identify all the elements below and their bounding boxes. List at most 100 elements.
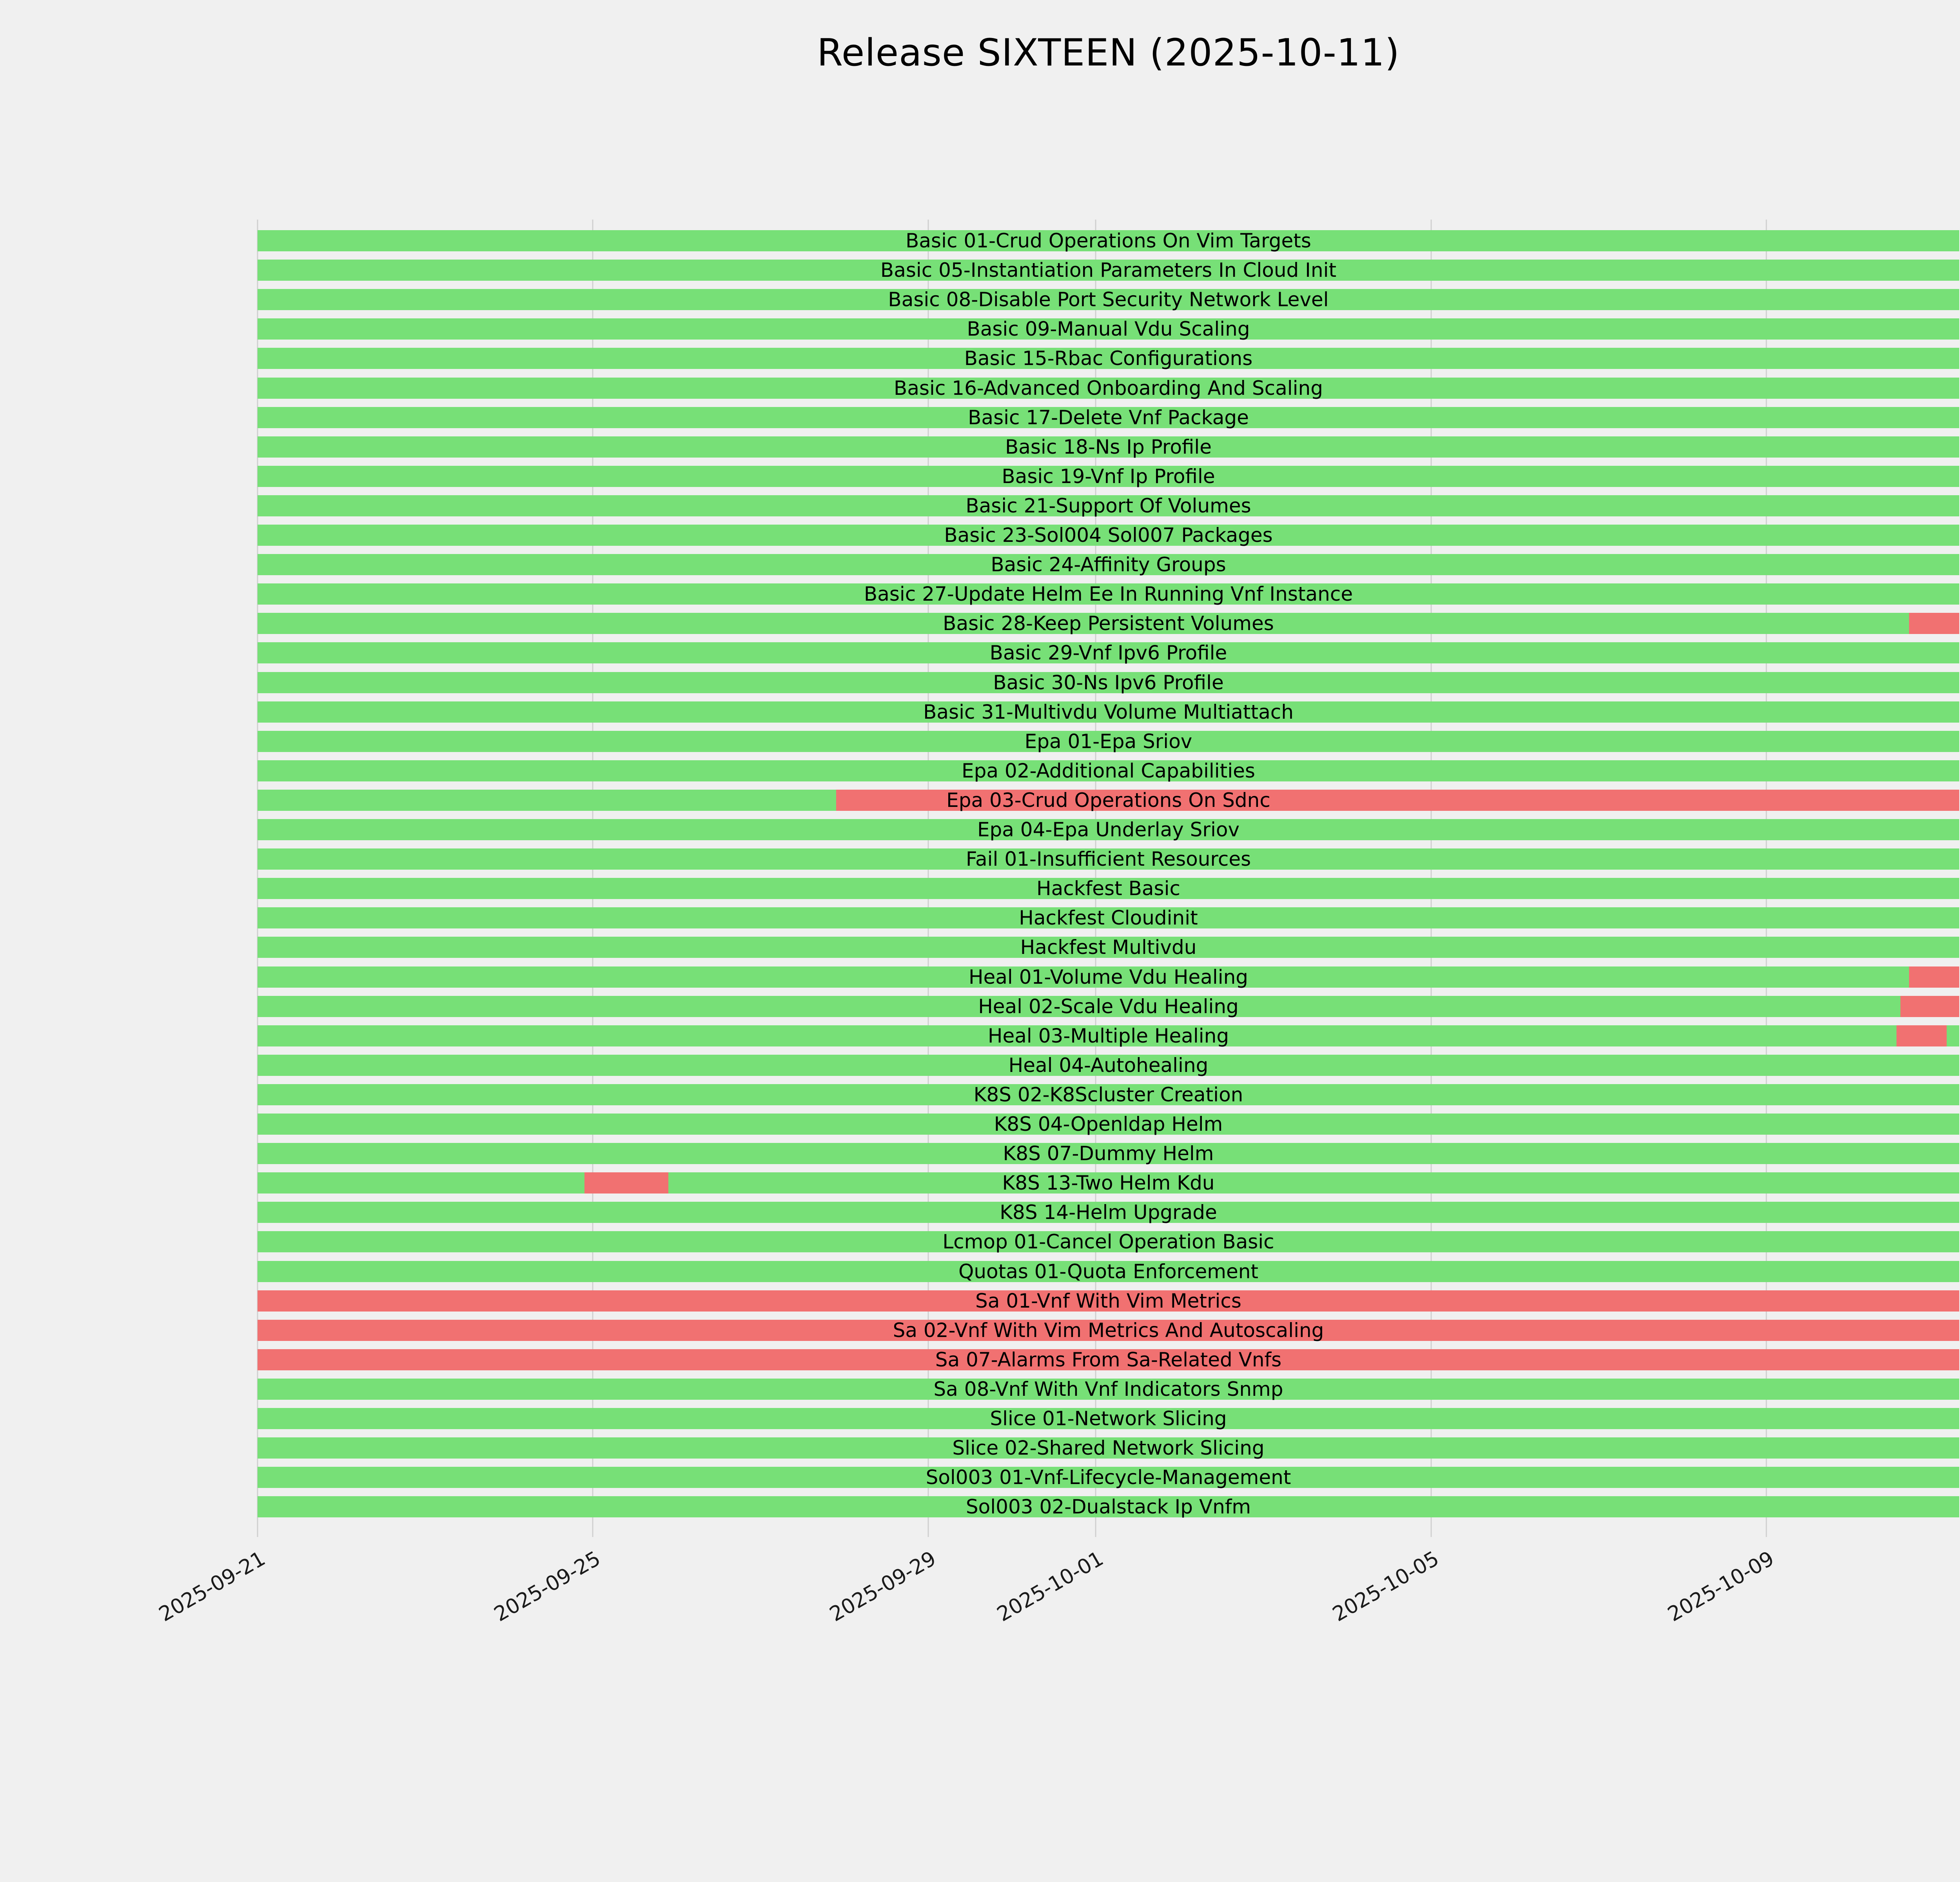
gantt-row: Heal 03-Multiple Healing <box>258 1025 1959 1046</box>
status-segment-pass <box>258 318 1959 340</box>
gantt-row: Slice 01-Network Slicing <box>258 1408 1959 1429</box>
row-label: Fail 01-Insufficient Resources <box>965 848 1251 871</box>
row-label: Epa 03-Crud Operations On Sdnc <box>946 788 1270 812</box>
gantt-row: Hackfest Cloudinit <box>258 907 1959 929</box>
row-label: K8S 14-Helm Upgrade <box>1000 1201 1217 1224</box>
status-segment-pass <box>258 583 1959 605</box>
row-label: Lcmop 01-Cancel Operation Basic <box>942 1230 1274 1253</box>
gantt-row: Basic 31-Multivdu Volume Multiattach <box>258 701 1959 723</box>
gantt-row: Basic 19-Vnf Ip Profile <box>258 465 1959 488</box>
status-segment-fail <box>1909 613 1959 634</box>
x-tick-label: 2025-09-29 <box>826 1547 940 1627</box>
row-label: Sa 07-Alarms From Sa-Related Vnfs <box>935 1348 1282 1371</box>
row-label: Basic 24-Affinity Groups <box>991 553 1226 576</box>
x-tick-label: 2025-10-09 <box>1664 1547 1779 1627</box>
gantt-row: Sa 02-Vnf With Vim Metrics And Autoscali… <box>258 1319 1959 1341</box>
gantt-row: Basic 27-Update Helm Ee In Running Vnf I… <box>258 583 1959 605</box>
status-segment-pass <box>258 937 1959 958</box>
status-segment-pass <box>258 642 1959 664</box>
row-label: Basic 09-Manual Vdu Scaling <box>967 318 1250 341</box>
status-segment-pass <box>258 1378 1959 1400</box>
gantt-row: Epa 02-Additional Capabilities <box>258 760 1959 781</box>
gantt-row: Basic 05-Instantiation Parameters In Clo… <box>258 260 1959 281</box>
status-segment-pass <box>258 348 1959 369</box>
row-label: Basic 31-Multivdu Volume Multiattach <box>923 700 1294 723</box>
row-label: Sa 08-Vnf With Vnf Indicators Snmp <box>933 1377 1283 1401</box>
status-segment-fail <box>836 789 1959 811</box>
gantt-row: Basic 24-Affinity Groups <box>258 553 1959 576</box>
status-segment-pass <box>258 377 1959 399</box>
gantt-row: Slice 02-Shared Network Slicing <box>258 1437 1959 1459</box>
gantt-row: Lcmop 01-Cancel Operation Basic <box>258 1230 1959 1253</box>
status-segment-pass <box>258 1496 1959 1518</box>
gantt-row: Heal 02-Scale Vdu Healing <box>258 995 1959 1017</box>
x-tick-label: 2025-10-05 <box>1328 1547 1443 1627</box>
x-tick-label: 2025-10-01 <box>993 1547 1108 1627</box>
gantt-row: Heal 04-Autohealing <box>258 1054 1959 1077</box>
gantt-row: Hackfest Basic <box>258 878 1959 899</box>
status-segment-pass <box>258 966 1909 988</box>
row-label: Basic 17-Delete Vnf Package <box>968 406 1249 429</box>
gantt-row: Basic 28-Keep Persistent Volumes <box>258 613 1959 634</box>
status-segment-fail <box>258 1349 1959 1370</box>
row-label: Basic 15-Rbac Configurations <box>964 347 1253 370</box>
status-segment-pass <box>258 1054 1959 1076</box>
rows: Basic 01-Crud Operations On Vim Targets B… <box>258 220 1959 1537</box>
gantt-row: Sa 08-Vnf With Vnf Indicators Snmp <box>258 1377 1959 1401</box>
status-segment-fail <box>258 1290 1959 1312</box>
row-label: Slice 01-Network Slicing <box>990 1407 1227 1430</box>
gantt-row: Heal 01-Volume Vdu Healing <box>258 966 1959 988</box>
gantt-row: Epa 04-Epa Underlay Sriov <box>258 819 1959 840</box>
row-label: Basic 30-Ns Ipv6 Profile <box>993 671 1224 694</box>
gantt-row: Basic 18-Ns Ip Profile <box>258 436 1959 458</box>
gantt-row: K8S 04-Openldap Helm <box>258 1114 1959 1135</box>
gantt-row: K8S 02-K8Scluster Creation <box>258 1084 1959 1105</box>
status-segment-pass <box>258 260 1959 281</box>
status-segment-pass <box>258 848 1959 870</box>
row-label: Sol003 01-Vnf-Lifecycle-Management <box>926 1466 1291 1489</box>
x-tick-label: 2025-09-21 <box>155 1547 269 1627</box>
row-label: Basic 16-Advanced Onboarding And Scaling <box>894 376 1323 400</box>
row-label: Basic 19-Vnf Ip Profile <box>1002 465 1215 488</box>
status-segment-pass <box>668 1172 1959 1194</box>
status-segment-pass <box>258 495 1959 516</box>
row-label: Heal 04-Autohealing <box>1008 1054 1209 1077</box>
row-label: Basic 21-Support Of Volumes <box>965 494 1251 517</box>
gantt-row: Basic 30-Ns Ipv6 Profile <box>258 672 1959 693</box>
status-segment-fail <box>1900 995 1959 1017</box>
gantt-row: Epa 01-Epa Sriov <box>258 730 1959 753</box>
status-segment-pass <box>258 1172 584 1194</box>
row-label: Epa 01-Epa Sriov <box>1024 730 1192 753</box>
status-segment-pass <box>258 995 1901 1017</box>
status-segment-pass <box>258 1467 1959 1488</box>
row-label: Sa 01-Vnf With Vim Metrics <box>975 1289 1241 1312</box>
status-segment-pass <box>258 1143 1959 1164</box>
gantt-row: Fail 01-Insufficient Resources <box>258 848 1959 870</box>
status-segment-pass <box>258 789 836 811</box>
status-segment-pass <box>1946 1025 1959 1046</box>
row-label: Slice 02-Shared Network Slicing <box>952 1437 1265 1460</box>
row-label: Heal 01-Volume Vdu Healing <box>968 965 1249 988</box>
row-label: Hackfest Multivdu <box>1020 936 1197 959</box>
gantt-row: Basic 21-Support Of Volumes <box>258 495 1959 516</box>
status-segment-pass <box>258 407 1959 428</box>
gantt-row: Sa 07-Alarms From Sa-Related Vnfs <box>258 1349 1959 1370</box>
gantt-row: K8S 14-Helm Upgrade <box>258 1202 1959 1223</box>
status-segment-pass <box>258 907 1959 929</box>
status-segment-pass <box>258 701 1959 723</box>
status-segment-fail <box>1896 1025 1947 1046</box>
status-segment-pass <box>258 613 1909 634</box>
gantt-row: Basic 01-Crud Operations On Vim Targets <box>258 230 1959 251</box>
status-segment-pass <box>258 230 1959 251</box>
row-label: Sol003 02-Dualstack Ip Vnfm <box>965 1495 1251 1519</box>
row-label: K8S 04-Openldap Helm <box>994 1113 1223 1135</box>
status-segment-pass <box>258 436 1959 458</box>
row-label: Basic 01-Crud Operations On Vim Targets <box>906 229 1311 252</box>
gantt-row: K8S 13-Two Helm Kdu <box>258 1172 1959 1194</box>
status-segment-pass <box>258 554 1959 576</box>
row-label: Basic 08-Disable Port Security Network L… <box>888 288 1329 311</box>
gantt-row: Basic 29-Vnf Ipv6 Profile <box>258 642 1959 664</box>
row-label: Basic 27-Update Helm Ee In Running Vnf I… <box>864 583 1353 606</box>
status-segment-pass <box>258 878 1959 899</box>
gantt-row: Basic 08-Disable Port Security Network L… <box>258 288 1959 311</box>
